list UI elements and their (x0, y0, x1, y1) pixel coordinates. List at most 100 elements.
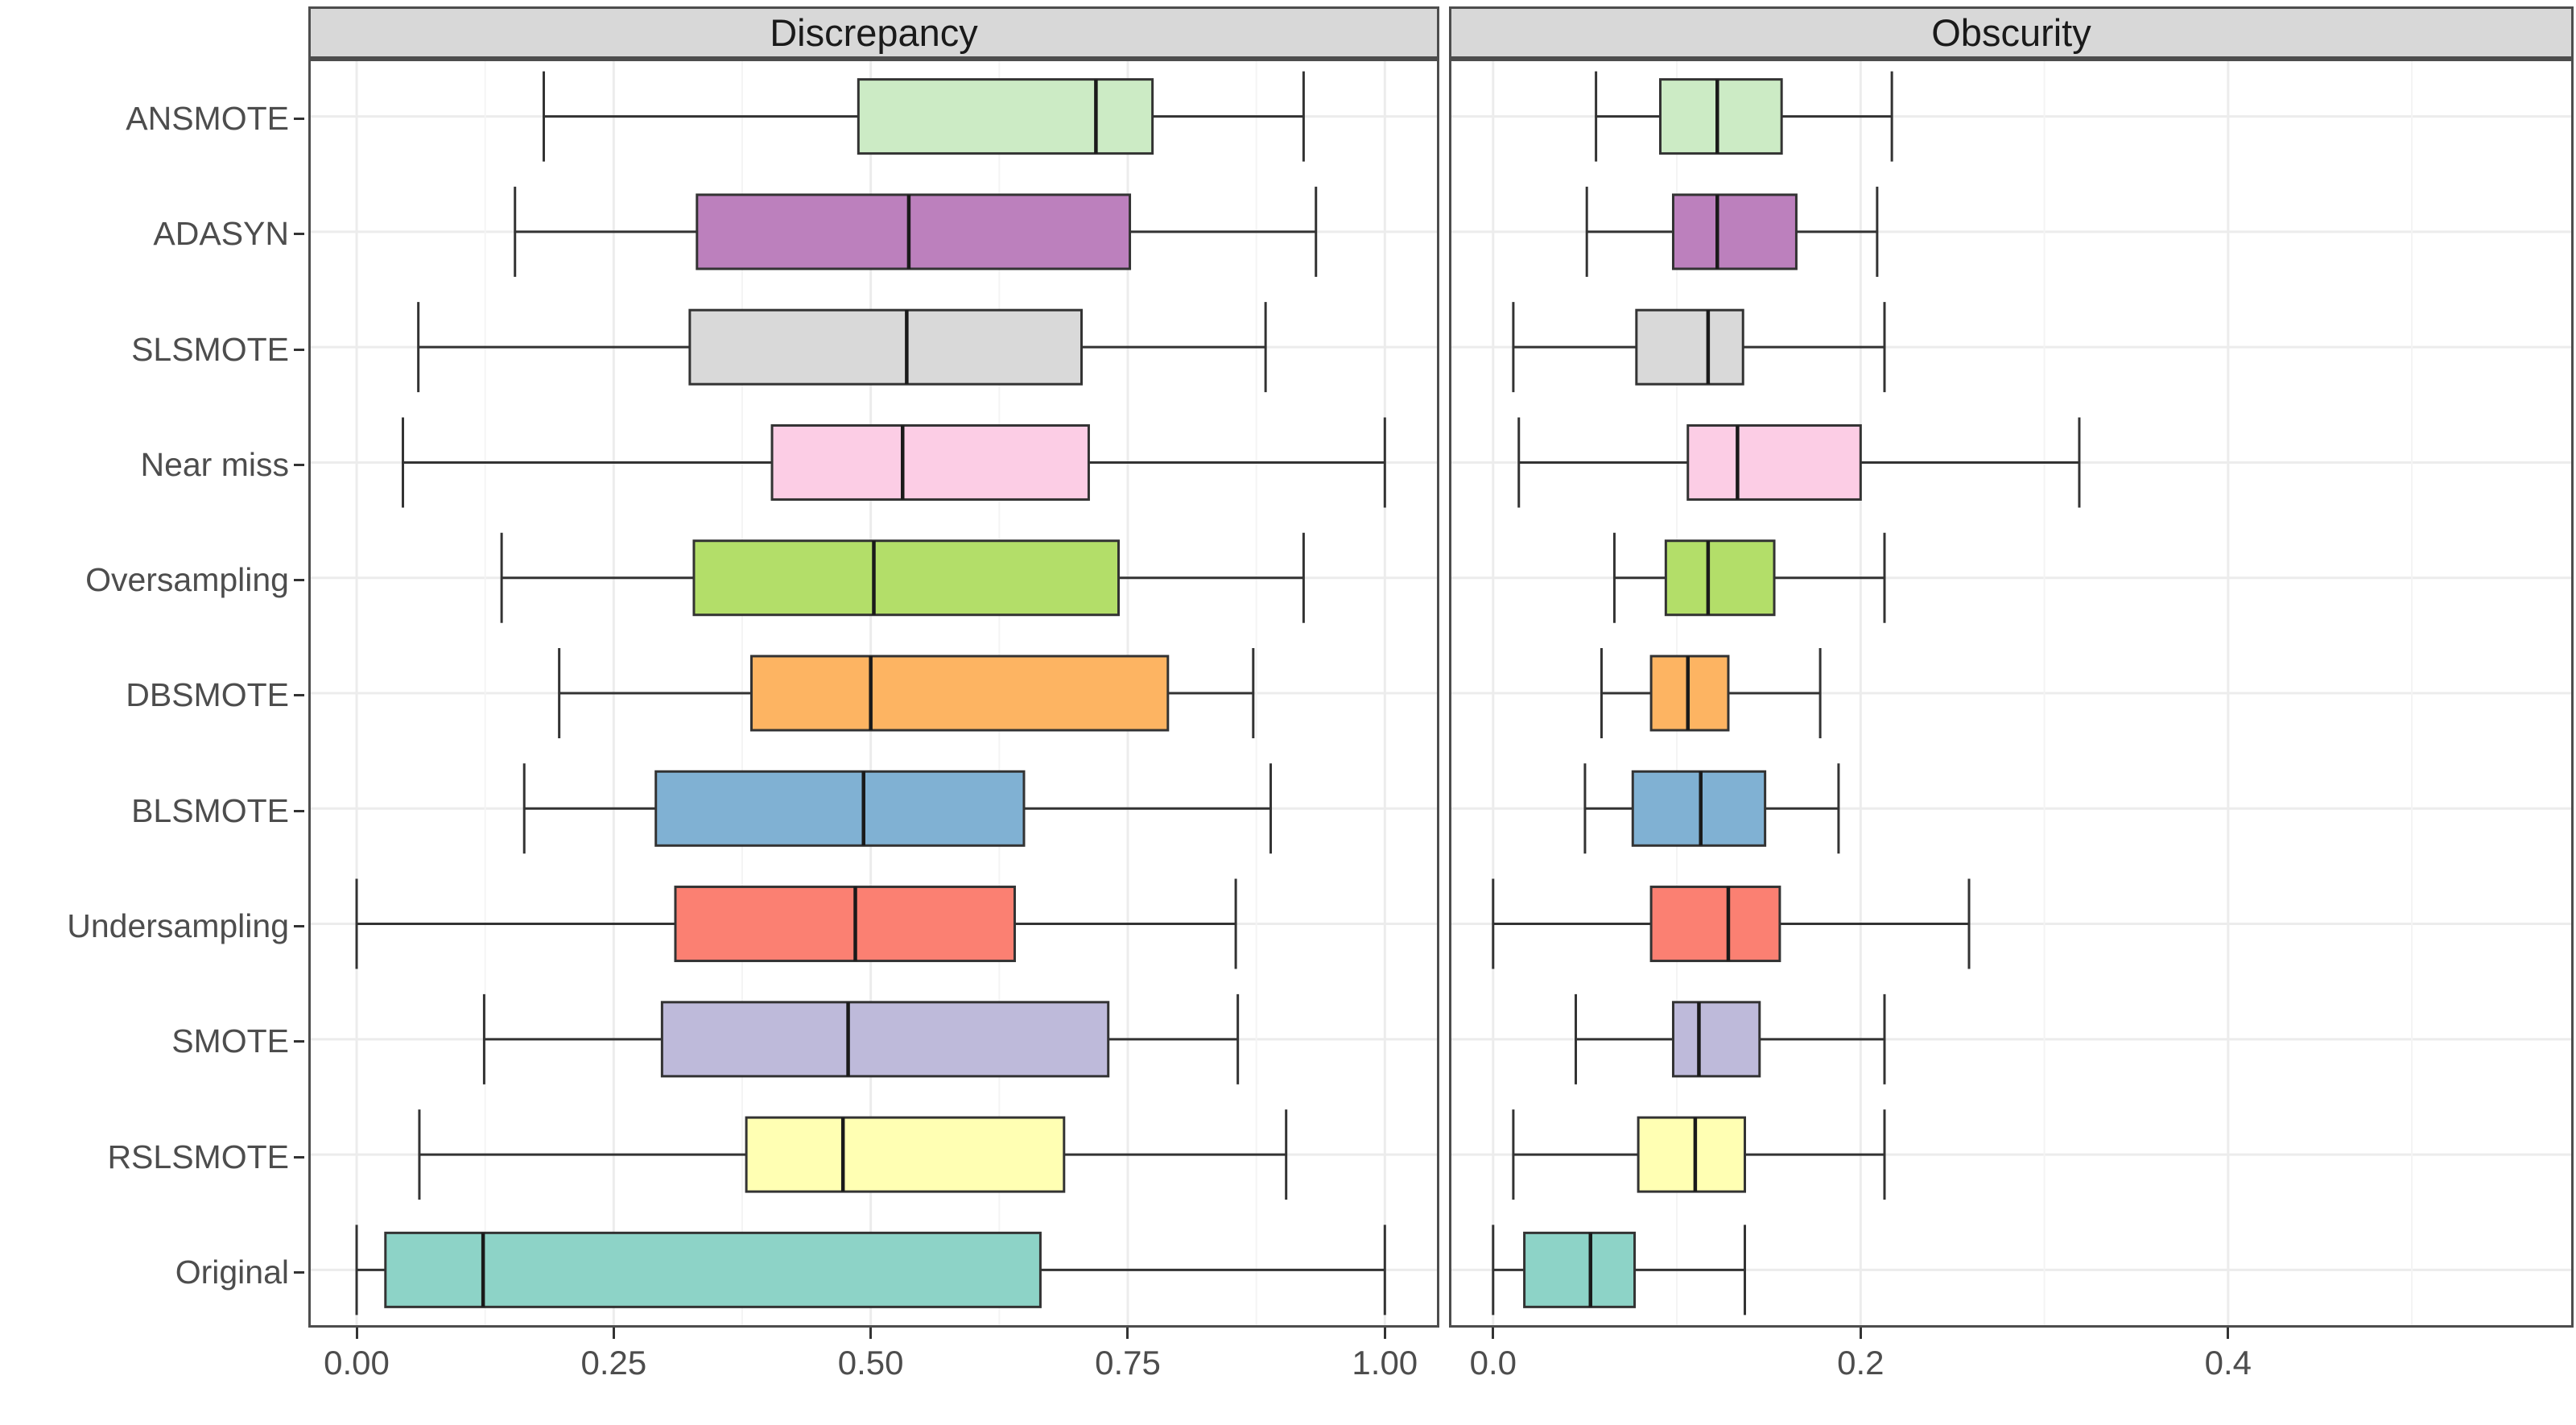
boxplot-rslsmote (418, 1109, 1288, 1200)
boxplot-svg-discrepancy (308, 59, 1439, 1328)
facet-strip-discrepancy: Discrepancy (308, 6, 1439, 59)
x-axis-discrepancy: 0.00 0.25 0.50 0.75 1.00 (308, 1328, 1439, 1416)
box-iqr (692, 539, 1120, 617)
x-axis-tick-mark (1859, 1328, 1862, 1339)
box-iqr (1686, 423, 1862, 501)
y-axis-label: BLSMOTE (131, 791, 289, 829)
boxplot-near-miss (402, 417, 1386, 508)
y-axis-tick-mark (294, 1040, 304, 1043)
box-iqr (696, 193, 1132, 271)
y-axis-tick-mark (294, 1155, 304, 1159)
box-iqr (654, 770, 1026, 847)
box-iqr (1659, 78, 1783, 155)
y-axis-row-rslsmote: RSLSMOTE (0, 1099, 304, 1214)
x-axis-obscurity: 0.0 0.2 0.4 (1449, 1328, 2574, 1416)
y-axis-row-near-miss: Near miss (0, 407, 304, 522)
boxplot-near-miss (1517, 417, 2081, 508)
x-axis-tick-mark (1383, 1328, 1386, 1339)
panel-discrepancy (308, 59, 1439, 1328)
x-axis-tick-label: 0.75 (1095, 1344, 1161, 1382)
y-axis-row-smote: SMOTE (0, 984, 304, 1099)
box-iqr (1635, 308, 1744, 386)
panel-border (1449, 59, 2574, 1328)
boxplot-dbsmote (1600, 648, 1822, 738)
box-iqr (660, 1001, 1110, 1078)
box-iqr (857, 78, 1154, 155)
x-axis-tick-label: 0.00 (324, 1344, 390, 1382)
y-axis-tick-mark (294, 579, 304, 582)
box-iqr (1523, 1231, 1637, 1308)
y-axis-tick-mark (294, 463, 304, 466)
facet-title-obscurity: Obscurity (1931, 11, 2091, 54)
y-axis-label: Original (175, 1253, 289, 1291)
box-iqr (745, 1116, 1066, 1193)
y-axis-label: RSLSMOTE (107, 1138, 289, 1175)
y-axis-label: DBSMOTE (126, 676, 289, 714)
boxplot-oversampling (1612, 532, 1886, 623)
y-axis-tick-mark (294, 694, 304, 697)
boxplot-blsmote (1583, 763, 1840, 854)
box-iqr (770, 423, 1090, 501)
y-axis-row-blsmote: BLSMOTE (0, 754, 304, 869)
y-axis-tick-mark (294, 348, 304, 351)
boxplot-undersampling (1492, 878, 1971, 969)
panel-border (308, 59, 1439, 1328)
facet-strip-obscurity: Obscurity (1449, 6, 2574, 59)
box-iqr (1637, 1116, 1747, 1193)
y-axis-labels: ANSMOTE ADASYN SLSMOTE Near miss Oversamplin… (0, 61, 304, 1330)
x-axis-tick-label: 0.0 (1469, 1344, 1517, 1382)
y-axis-label: Near miss (140, 445, 289, 483)
x-axis-tick-mark (1126, 1328, 1129, 1339)
box-iqr (1671, 1001, 1761, 1078)
box-iqr (1671, 193, 1798, 271)
y-axis-row-slsmote: SLSMOTE (0, 292, 304, 407)
box-iqr (1664, 539, 1776, 617)
x-axis-tick-mark (869, 1328, 873, 1339)
facet-discrepancy: Discrepancy 0.00 0.25 0.50 0.75 1.00 (308, 6, 1439, 1416)
facet-title-discrepancy: Discrepancy (770, 11, 978, 54)
x-axis-tick-label: 1.00 (1352, 1344, 1418, 1382)
box-iqr (1649, 655, 1730, 732)
y-axis-row-adasyn: ADASYN (0, 176, 304, 291)
y-axis-tick-mark (294, 924, 304, 927)
y-axis-tick-mark (294, 809, 304, 812)
boxplot-slsmote (1512, 302, 1886, 393)
x-axis-tick-label: 0.2 (1837, 1344, 1885, 1382)
y-axis-tick-mark (294, 1270, 304, 1274)
boxplot-rslsmote (1512, 1109, 1886, 1200)
y-axis-row-original: Original (0, 1215, 304, 1330)
boxplot-oversampling (500, 532, 1305, 623)
x-axis-tick-mark (612, 1328, 615, 1339)
x-axis-tick-mark (355, 1328, 358, 1339)
boxplot-ansmote (542, 71, 1305, 162)
panel-obscurity (1449, 59, 2574, 1328)
y-axis-label: Undersampling (67, 907, 289, 944)
boxplot-blsmote (522, 763, 1273, 854)
y-axis-label: ANSMOTE (126, 100, 289, 138)
boxplot-adasyn (514, 186, 1318, 277)
boxplot-original (355, 1225, 1386, 1316)
facet-obscurity: Obscurity 0.0 0.2 0.4 (1449, 6, 2574, 1416)
box-iqr (750, 655, 1170, 732)
box-iqr (1631, 770, 1767, 847)
x-axis-tick-mark (2227, 1328, 2230, 1339)
y-axis-row-oversampling: Oversampling (0, 522, 304, 638)
boxplot-svg-obscurity (1449, 59, 2574, 1328)
y-axis-tick-mark (294, 118, 304, 121)
box-iqr (1649, 886, 1781, 963)
y-axis-label: SLSMOTE (131, 330, 289, 368)
box-iqr (674, 886, 1016, 963)
y-axis-label: SMOTE (171, 1022, 289, 1060)
box-iqr (384, 1231, 1042, 1308)
boxplot-ansmote (1595, 71, 1893, 162)
y-axis-label: ADASYN (153, 215, 289, 253)
boxplot-original (1492, 1225, 1747, 1316)
boxplot-undersampling (355, 878, 1237, 969)
boxplot-dbsmote (558, 648, 1255, 738)
y-axis-row-undersampling: Undersampling (0, 869, 304, 984)
x-axis-tick-label: 0.4 (2204, 1344, 2252, 1382)
y-axis-tick-mark (294, 233, 304, 236)
y-axis-row-ansmote: ANSMOTE (0, 61, 304, 176)
boxplot-smote (1575, 993, 1886, 1084)
